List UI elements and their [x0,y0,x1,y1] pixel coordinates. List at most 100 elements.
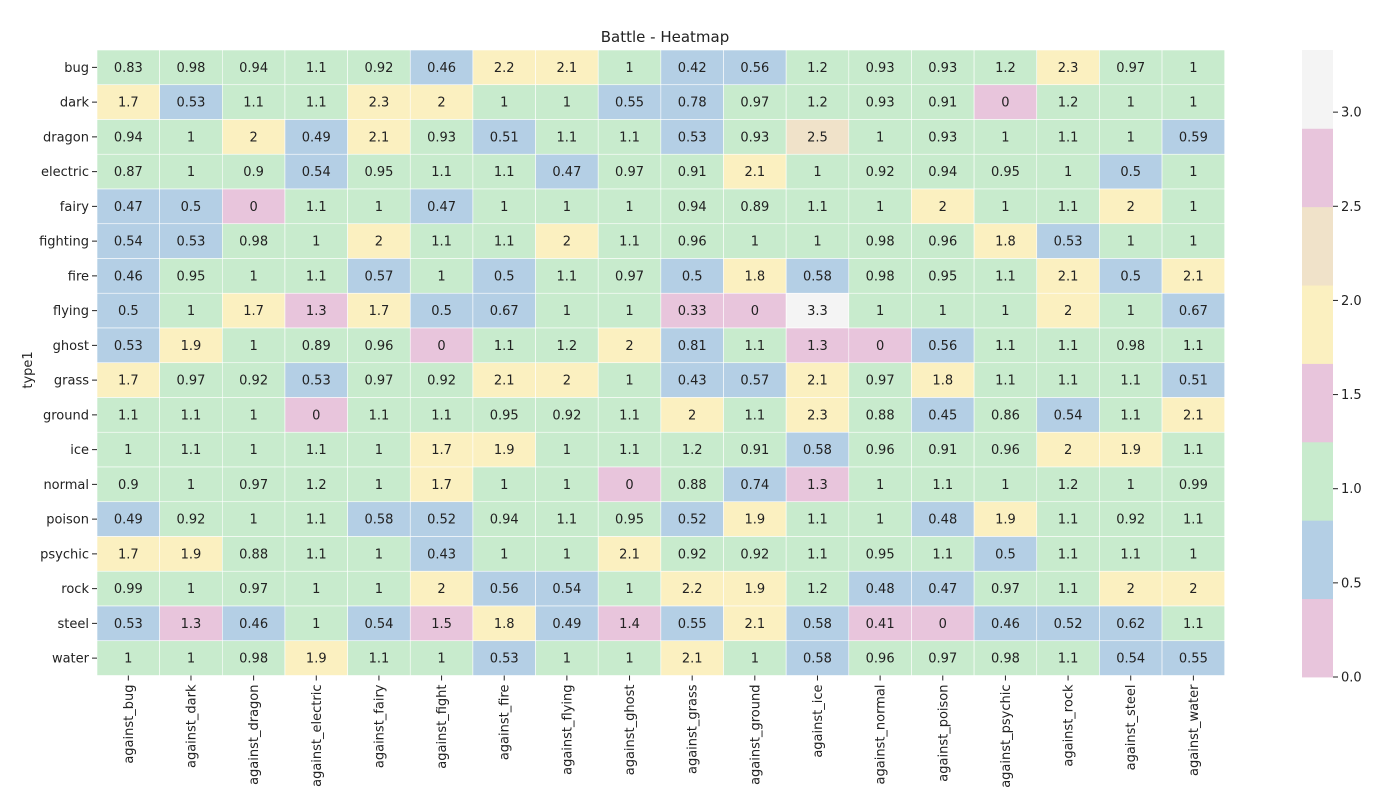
column-tick-label: against_ground [748,685,763,785]
heatmap-cell [347,327,411,364]
heatmap-cell [785,327,850,364]
cell-value-label: 2 [939,200,947,215]
colorbar-tick-label: 3.0 [1341,106,1362,121]
cell-value-label: 1.1 [1058,200,1079,215]
cell-value-label: 0.95 [866,547,895,562]
cell-value-label: 0.95 [928,269,957,284]
cell-value-label: 0.98 [176,61,205,76]
column-tick-label: against_poison [936,685,951,782]
cell-value-label: 0.59 [1179,130,1208,145]
heatmap-cell [911,466,975,503]
heatmap-cell [159,223,223,259]
heatmap-cell [1161,188,1226,225]
cell-value-label: 0.46 [991,617,1020,632]
heatmap-cell [785,49,850,86]
cell-value-label: 1.1 [181,408,202,423]
cell-value-label: 0.43 [427,547,456,562]
cell-value-label: 0.94 [928,165,957,180]
heatmap-cell [848,119,912,155]
heatmap-cell [660,223,724,259]
cell-value-label: 1.1 [619,443,640,458]
heatmap-cell [472,223,536,259]
heatmap-cell [848,536,912,572]
heatmap-cell [1036,466,1100,503]
cell-value-label: 1 [563,652,571,667]
heatmap-cell [284,640,348,676]
cell-value-label: 1.1 [1058,339,1079,354]
heatmap-cell [848,153,912,190]
heatmap-cell [1099,119,1163,155]
cell-value-label: 1.1 [807,200,828,215]
cell-value-label: 1 [876,130,884,145]
heatmap-cell [347,258,411,294]
heatmap-cell [96,605,160,642]
cell-value-label: 1.2 [995,61,1016,76]
cell-value-label: 0.81 [678,339,707,354]
cell-value-label: 0.97 [928,652,957,667]
heatmap-cell [1099,362,1163,398]
heatmap-cell [284,327,348,364]
heatmap-cell [472,466,536,503]
cell-value-label: 0.53 [114,339,143,354]
cell-value-label: 1 [1189,235,1197,250]
cell-value-label: 0.53 [490,652,519,667]
cell-value-label: 1.1 [306,61,327,76]
cell-value-label: 1.3 [306,304,327,319]
cell-value-label: 0.92 [364,61,393,76]
cell-value-label: 0.53 [176,235,205,250]
heatmap-cell [973,501,1038,537]
cell-value-label: 1.7 [118,96,139,111]
heatmap-cell [284,536,348,572]
cell-value-label: 1 [375,443,383,458]
cell-value-label: 1.1 [494,235,515,250]
cell-value-label: 1 [437,269,445,284]
cell-value-label: 0 [437,339,445,354]
cell-value-label: 2.1 [744,617,765,632]
column-tick-label: against_fire [498,685,513,761]
cell-value-label: 1 [375,547,383,562]
heatmap-cell [472,327,536,364]
heatmap-cell [472,153,536,190]
row-tick-label: normal [43,478,89,493]
row-tick-labels: bug dark dragon electric fairy fighting fire fl… [39,61,97,667]
cell-value-label: 1 [1189,96,1197,111]
heatmap-cell [973,605,1038,642]
cell-value-label: 1.7 [243,304,264,319]
cell-value-label: 2 [1127,582,1135,597]
cell-value-label: 1.2 [1058,96,1079,111]
cell-value-label: 1.1 [306,443,327,458]
heatmap-cell [1099,605,1163,642]
cell-value-label: 0.98 [866,269,895,284]
cell-value-label: 0 [625,478,633,493]
cell-value-label: 0.94 [678,200,707,215]
cell-value-label: 0.74 [740,478,769,493]
cell-value-label: 1 [1127,304,1135,319]
heatmap-cell [222,327,286,364]
heatmap-cell [1099,223,1163,259]
heatmap-cell [284,362,348,398]
cell-value-label: 0.96 [866,443,895,458]
cell-value-label: 0.57 [364,269,393,284]
heatmap-cell [159,397,223,433]
cell-value-label: 2 [563,374,571,389]
cell-value-label: 0.56 [490,582,519,597]
colorbar-segment [1302,206,1333,286]
heatmap-cell [1161,362,1226,398]
cell-value-label: 0.51 [1179,374,1208,389]
cell-value-label: 0.47 [427,200,456,215]
heatmap-cell [785,536,850,572]
heatmap-cell [284,466,348,503]
cell-value-label: 2.1 [494,374,515,389]
cell-value-label: 0.99 [1179,478,1208,493]
heatmap-cell [1161,84,1226,120]
heatmap-cell [785,223,850,259]
heatmap-cell [1161,119,1226,155]
cell-value-label: 1.7 [369,304,390,319]
cell-value-label: 0.97 [866,374,895,389]
heatmap-cell [973,570,1038,607]
heatmap-cell [1099,188,1163,225]
heatmap-cell [347,153,411,190]
cell-value-label: 0.95 [991,165,1020,180]
column-tick-label: against_normal [874,685,889,785]
heatmap-cell [1036,431,1100,468]
